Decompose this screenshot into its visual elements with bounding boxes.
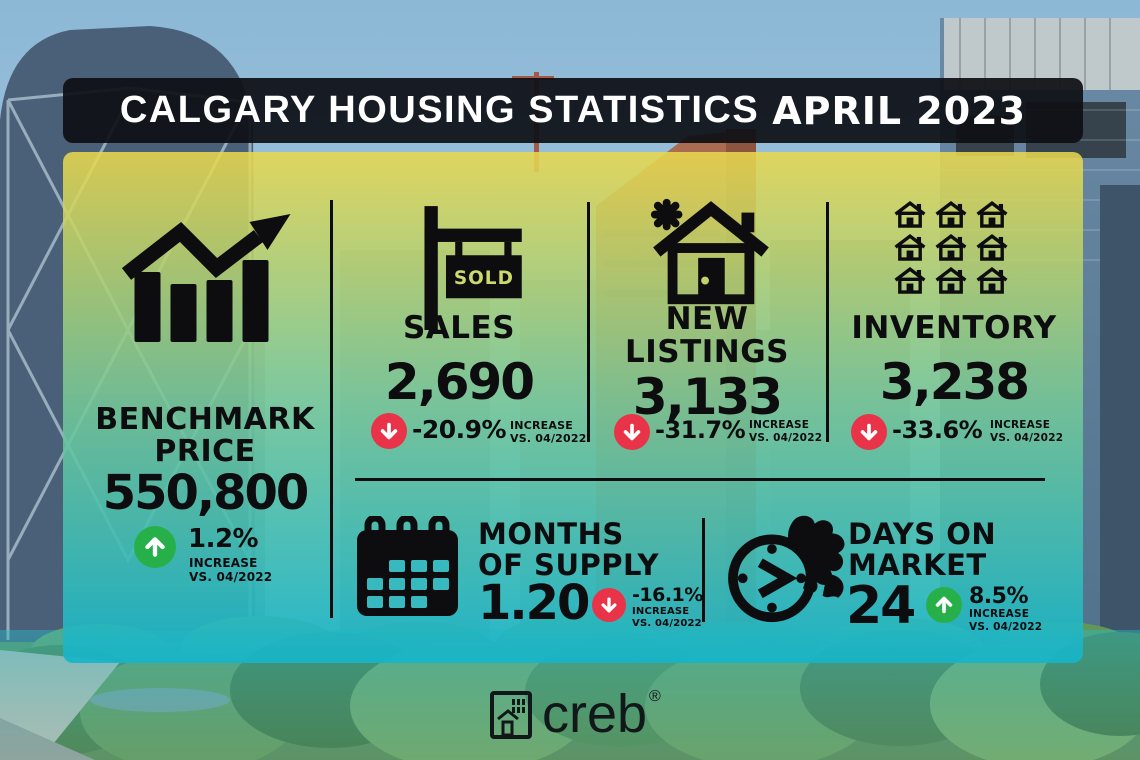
months-of-supply-change: -16.1% [632, 584, 703, 606]
days-on-market-value: 24 [846, 576, 916, 636]
trending-up-chart-icon [121, 214, 291, 342]
sales-change: -20.9% [412, 415, 507, 444]
down-arrow-icon [860, 423, 878, 441]
title-text: CALGARY HOUSING STATISTICS [119, 89, 760, 131]
sales-label: SALES [402, 310, 516, 346]
houses-grid-icon [893, 200, 1009, 296]
new-listings-value: 3,133 [632, 368, 783, 426]
divider-sales-listings [587, 202, 590, 442]
benchmark-price-note: INCREASE VS. 04/2022 [189, 556, 273, 585]
new-listings-note: INCREASE VS. 04/2022 [749, 419, 823, 444]
house-icon [976, 200, 1008, 228]
down-arrow-badge [614, 414, 650, 450]
sold-sign-icon: SOLD [424, 206, 522, 330]
inventory-change: -33.6% [892, 416, 983, 444]
registered-mark: ® [649, 688, 661, 705]
down-arrow-badge [851, 414, 887, 450]
title-emphasis: APRIL 2023 [772, 88, 1027, 133]
inventory-note: INCREASE VS. 04/2022 [990, 419, 1064, 444]
up-arrow-icon [935, 596, 953, 614]
benchmark-price-label: BENCHMARK PRICE [95, 402, 315, 470]
down-arrow-icon [380, 422, 398, 440]
days-on-market-label: DAYS ON MARKET [848, 517, 997, 583]
down-arrow-icon [601, 597, 617, 613]
up-arrow-badge [134, 526, 176, 568]
benchmark-price-change: 1.2% [188, 524, 259, 554]
house-icon [894, 266, 926, 294]
months-of-supply-value: 1.20 [478, 575, 590, 631]
house-icon [976, 266, 1008, 294]
flaming-clock-icon [728, 515, 845, 623]
house-icon [935, 200, 967, 228]
sold-sign-text: SOLD [454, 268, 514, 289]
down-arrow-icon [623, 423, 641, 441]
new-listings-label: NEW LISTINGS [624, 301, 789, 371]
up-arrow-icon [145, 537, 165, 557]
days-on-market-change: 8.5% [969, 584, 1029, 609]
house-icon [935, 266, 967, 294]
up-arrow-badge [926, 587, 962, 623]
inventory-value: 3,238 [879, 353, 1030, 411]
calendar-icon [357, 516, 458, 616]
days-on-market-note: INCREASE VS. 04/2022 [969, 608, 1043, 633]
benchmark-price-value: 550,800 [102, 465, 310, 521]
creb-logo: creb ® [489, 686, 661, 742]
house-icon [976, 233, 1008, 261]
divider-benchmark [330, 200, 333, 618]
divider-listings-inventory [826, 202, 829, 442]
new-house-icon [650, 198, 769, 305]
house-icon [935, 233, 967, 261]
new-listings-change: -31.7% [655, 416, 746, 444]
divider-horizontal [355, 478, 1045, 481]
sales-value: 2,690 [384, 353, 535, 411]
months-of-supply-label: MONTHS OF SUPPLY [478, 517, 659, 583]
title-banner: CALGARY HOUSING STATISTICS APRIL 2023 [63, 78, 1083, 143]
creb-wordmark: creb [542, 684, 648, 744]
creb-building-icon [490, 691, 532, 739]
down-arrow-badge [592, 588, 626, 622]
divider-supply-dom [702, 518, 705, 622]
inventory-label: INVENTORY [851, 310, 1057, 346]
sales-note: INCREASE VS. 04/2022 [510, 419, 587, 446]
months-of-supply-note: INCREASE VS. 04/2022 [632, 606, 702, 629]
house-icon [894, 200, 926, 228]
house-icon [894, 233, 926, 261]
down-arrow-badge [371, 413, 407, 449]
